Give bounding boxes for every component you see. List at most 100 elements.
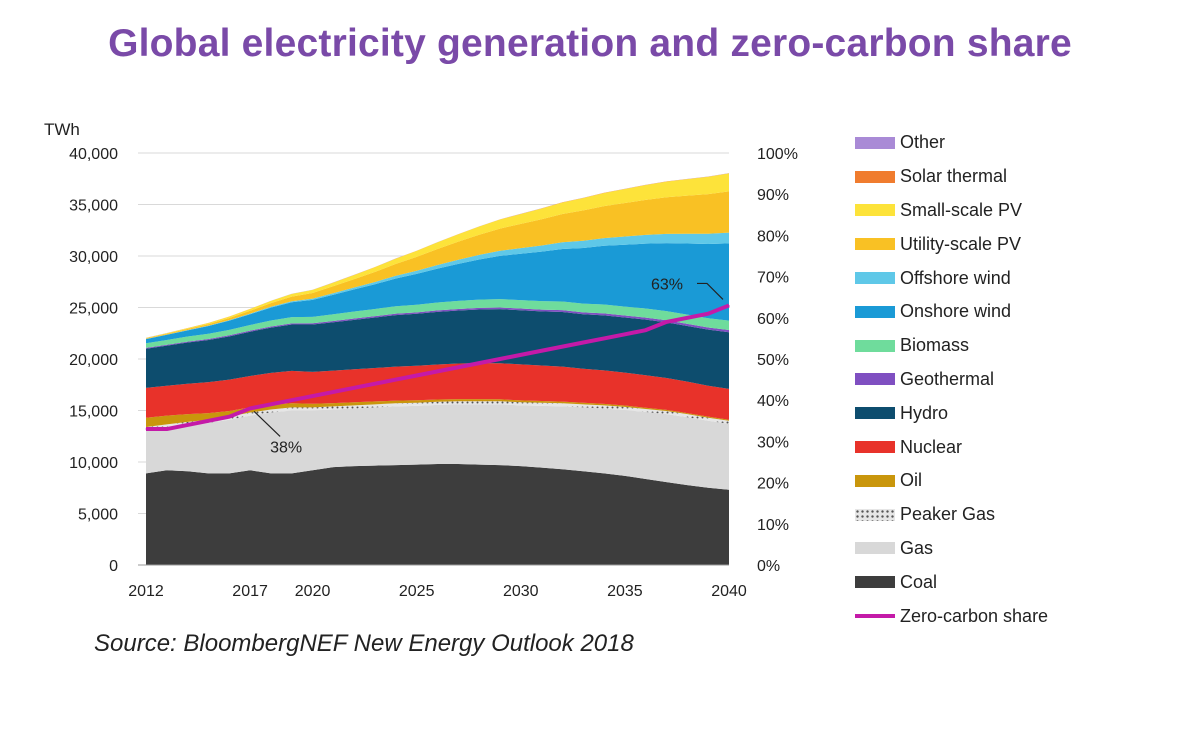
legend-item-zero-carbon-share: Zero-carbon share	[855, 599, 1048, 633]
source-note: Source: BloombergNEF New Energy Outlook …	[94, 630, 634, 657]
annotation-63pct: 63%	[651, 276, 683, 293]
zero-carbon-share-point	[728, 304, 730, 306]
legend-swatch	[855, 170, 895, 183]
zero-carbon-share-point	[499, 358, 501, 360]
zero-carbon-share-point	[520, 354, 522, 356]
zero-carbon-share-point	[249, 407, 251, 409]
legend-label: Coal	[900, 571, 938, 592]
zero-carbon-share-point	[145, 428, 147, 430]
y-tick-label: 40,000	[69, 146, 118, 163]
legend-label: Nuclear	[900, 436, 963, 457]
x-axis-ticks: 2012 2017 2020 2025 2030 2035 2040	[128, 583, 747, 600]
legend-label: Utility-scale PV	[900, 233, 1022, 254]
y2-tick-label: 40%	[757, 393, 789, 410]
legend-item-coal: Coal	[855, 565, 1048, 599]
area-coal	[146, 464, 729, 565]
y-tick-label: 0	[109, 558, 118, 575]
zero-carbon-share-point	[228, 416, 230, 418]
legend-item-gas: Gas	[855, 532, 1048, 566]
legend-label: Biomass	[900, 335, 970, 356]
area-small-scale-pv	[146, 173, 729, 339]
area-gas	[146, 404, 729, 490]
y2-tick-label: 30%	[757, 434, 789, 451]
zero-carbon-share-point	[645, 329, 647, 331]
legend-swatch	[855, 542, 895, 555]
y2-tick-label: 0%	[757, 558, 780, 575]
y-tick-label: 35,000	[69, 198, 118, 215]
legend-item-onshore-wind: Onshore wind	[855, 295, 1048, 329]
y2-tick-label: 80%	[757, 228, 789, 245]
zero-carbon-share-point	[561, 346, 563, 348]
legend-item-geothermal: Geothermal	[855, 363, 1048, 397]
legend-item-biomass: Biomass	[855, 329, 1048, 363]
legend-item-small-scale-pv: Small-scale PV	[855, 194, 1048, 228]
y2-tick-label: 50%	[757, 352, 789, 369]
y2-axis-ticks: 0% 10% 20% 30% 40% 50% 60% 70% 80% 90% 100%	[757, 146, 798, 575]
zero-carbon-share-point	[603, 337, 605, 339]
zero-carbon-share-point	[478, 362, 480, 364]
zero-carbon-share-point	[624, 333, 626, 335]
zero-carbon-share-point	[686, 317, 688, 319]
zero-carbon-share-point	[187, 424, 189, 426]
y2-tick-label: 90%	[757, 187, 789, 204]
y2-tick-label: 10%	[757, 517, 789, 534]
zero-carbon-share-point	[582, 342, 584, 344]
x-tick-label: 2030	[503, 583, 539, 600]
legend-label: Solar thermal	[900, 166, 1008, 187]
zero-carbon-share-point	[374, 383, 376, 385]
legend-swatch	[855, 136, 895, 149]
area-biomass	[146, 299, 729, 348]
y-tick-label: 20,000	[69, 352, 118, 369]
legend-swatch	[855, 508, 895, 521]
zero-carbon-share-point	[270, 403, 272, 405]
zero-carbon-share-point	[332, 391, 334, 393]
x-tick-label: 2025	[399, 583, 435, 600]
legend-item-hydro: Hydro	[855, 396, 1048, 430]
legend-swatch	[855, 204, 895, 217]
x-tick-label: 2012	[128, 583, 164, 600]
zero-carbon-share-line	[145, 303, 730, 432]
legend-label: Small-scale PV	[900, 199, 1023, 220]
legend-swatch	[855, 441, 895, 454]
legend-swatch	[855, 474, 895, 487]
zero-carbon-share-point	[541, 350, 543, 352]
zero-carbon-share-point	[353, 387, 355, 389]
y-tick-label: 25,000	[69, 301, 118, 318]
legend-label: Other	[900, 132, 946, 153]
zero-carbon-share-point	[166, 428, 168, 430]
legend-label: Hydro	[900, 402, 949, 423]
legend: Other Solar thermal Small-scale PV Utility-…	[855, 126, 1048, 633]
y2-tick-label: 70%	[757, 270, 789, 287]
zero-carbon-share-point	[437, 370, 438, 372]
x-tick-label: 2040	[711, 583, 747, 600]
legend-swatch	[855, 407, 895, 420]
legend-swatch	[855, 576, 895, 589]
area-hydro	[146, 309, 729, 389]
zero-carbon-share-point	[395, 379, 397, 381]
y-tick-label: 10,000	[69, 455, 118, 472]
legend-swatch	[855, 272, 895, 285]
y-axis-label: TWh	[44, 120, 80, 139]
y-tick-label: 5,000	[78, 507, 118, 524]
zero-carbon-share-point	[457, 366, 459, 368]
annotation-38pct: 38%	[270, 439, 302, 456]
legend-swatch	[855, 614, 895, 619]
y2-tick-label: 20%	[757, 476, 789, 493]
legend-swatch	[855, 238, 895, 251]
legend-item-offshore-wind: Offshore wind	[855, 261, 1048, 295]
chart-title: Global electricity generation and zero-c…	[108, 22, 1072, 65]
legend-label: Zero-carbon share	[900, 605, 1049, 626]
legend-item-utility-scale-pv: Utility-scale PV	[855, 227, 1048, 261]
zero-carbon-share-point	[666, 321, 668, 323]
legend-swatch	[855, 339, 895, 352]
legend-label: Gas	[900, 537, 934, 558]
area-series	[146, 173, 729, 565]
area-oil	[146, 399, 729, 427]
zero-carbon-share-point	[416, 374, 418, 376]
area-utility-scale-pv	[146, 191, 729, 339]
axes: TWh	[44, 120, 729, 566]
y2-tick-label: 100%	[757, 146, 798, 163]
legend-item-oil: Oil	[855, 464, 1048, 498]
y2-tick-label: 60%	[757, 311, 789, 328]
legend-item-solar-thermal: Solar thermal	[855, 160, 1048, 194]
